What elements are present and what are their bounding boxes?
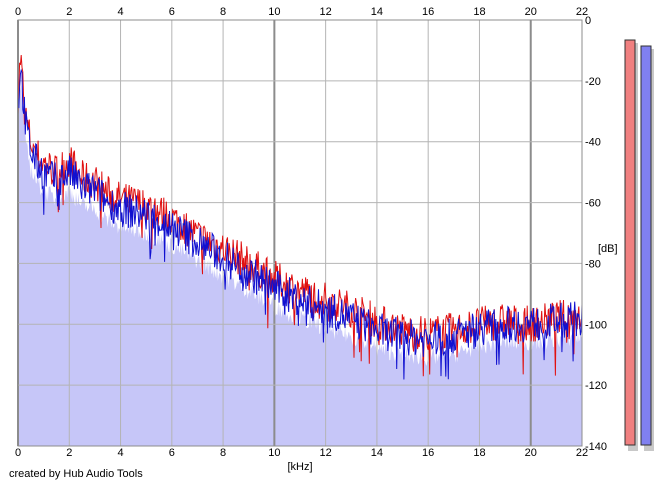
x-tick-label-bottom: 22 <box>576 447 588 459</box>
x-tick-label-bottom: 0 <box>15 447 21 459</box>
x-tick-label-top: 22 <box>576 6 588 18</box>
x-tick-label-bottom: 16 <box>422 447 434 459</box>
y-tick-label: -120 <box>585 380 607 392</box>
x-tick-label-top: 2 <box>66 6 72 18</box>
x-tick-label-top: 6 <box>169 6 175 18</box>
y-tick-label: -140 <box>585 441 607 453</box>
x-tick-label-bottom: 18 <box>473 447 485 459</box>
level-meter-r <box>640 45 652 446</box>
x-tick-label-top: 18 <box>473 6 485 18</box>
x-tick-label-top: 20 <box>525 6 537 18</box>
x-tick-label-bottom: 14 <box>371 447 383 459</box>
y-tick-label: -20 <box>585 76 601 88</box>
y-tick-label: -40 <box>585 137 601 149</box>
x-tick-label-top: 12 <box>320 6 332 18</box>
x-tick-label-bottom: 6 <box>169 447 175 459</box>
x-tick-label-bottom: 12 <box>320 447 332 459</box>
x-tick-label-bottom: 4 <box>117 447 123 459</box>
spectrum-area-fill <box>18 85 582 446</box>
y-tick-label: -100 <box>585 319 607 331</box>
y-tick-label: -60 <box>585 198 601 210</box>
x-axis-label: [kHz] <box>287 461 312 473</box>
credit-text: created by Hub Audio Tools <box>9 468 143 480</box>
y-tick-label: -80 <box>585 258 601 270</box>
plot-frame <box>17 19 583 447</box>
x-tick-label-top: 10 <box>268 6 280 18</box>
x-tick-label-bottom: 10 <box>268 447 280 459</box>
y-tick-label: 0 <box>585 15 591 27</box>
spectrum-trace-2 <box>17 68 583 380</box>
x-tick-label-top: 8 <box>220 6 226 18</box>
x-tick-label-top: 4 <box>117 6 123 18</box>
x-tick-label-bottom: 8 <box>220 447 226 459</box>
x-tick-label-top: 14 <box>371 6 383 18</box>
y-axis-label: [dB] <box>598 243 618 255</box>
x-tick-label-top: 0 <box>15 6 21 18</box>
x-tick-label-bottom: 2 <box>66 447 72 459</box>
level-meter-l <box>624 39 636 446</box>
x-tick-label-top: 16 <box>422 6 434 18</box>
x-tick-label-bottom: 20 <box>525 447 537 459</box>
